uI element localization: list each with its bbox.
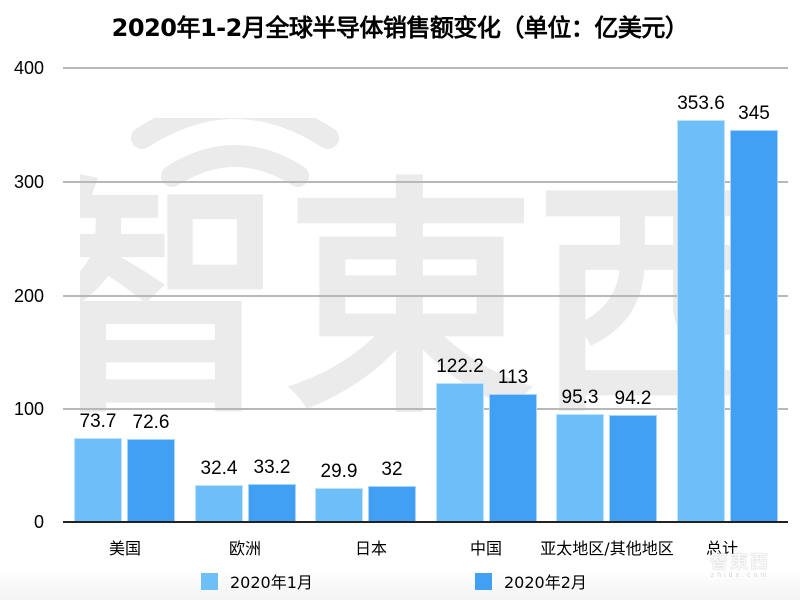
bar-value-label: 113	[497, 367, 529, 388]
y-tick-200: 200	[13, 286, 44, 306]
y-tick-100: 100	[13, 399, 44, 419]
bar-value-label: 29.9	[320, 461, 358, 482]
bar-usa-s2	[127, 439, 175, 522]
category-label-apac-other: 亚太地区/其他地区	[540, 539, 674, 558]
bar-value-label: 345	[738, 103, 770, 124]
gridline-300	[63, 181, 788, 183]
y-tick-400: 400	[13, 58, 44, 78]
category-label-japan: 日本	[354, 539, 387, 558]
category-label-total: 总计	[705, 539, 738, 558]
category-label-china: 中国	[469, 539, 502, 558]
legend-label-feb: 2020年2月	[504, 573, 587, 592]
bar-value-label: 122.2	[436, 356, 484, 377]
bar-europe-s2	[248, 484, 296, 522]
bar-china-s2	[489, 394, 537, 522]
legend-swatch-feb	[475, 572, 492, 590]
bar-value-label: 353.6	[677, 93, 725, 114]
bar-europe-s1	[195, 485, 243, 522]
bar-china-s1	[436, 383, 484, 522]
gridline-100	[63, 408, 788, 410]
bar-value-label: 95.3	[561, 387, 599, 408]
bar-total-s1	[677, 120, 725, 522]
legend-swatch-jan	[201, 572, 218, 590]
bar-total-s2	[730, 130, 778, 522]
bar-apac-other-s2	[609, 415, 657, 522]
chart-title: 2020年1-2月全球半导体销售额变化（单位：亿美元）	[111, 14, 689, 42]
watermark-small-url: zhidx.com	[710, 572, 770, 579]
category-label-europe: 欧洲	[228, 539, 261, 558]
legend-item-feb: 2020年2月	[475, 572, 587, 592]
bar-value-label: 73.7	[79, 411, 117, 432]
y-tick-0: 0	[33, 512, 44, 532]
bar-apac-other-s1	[556, 414, 604, 522]
legend-label-jan: 2020年1月	[230, 573, 313, 592]
bar-value-label: 94.2	[614, 388, 652, 409]
category-label-usa: 美国	[108, 539, 141, 558]
svg-text:智東西: 智東西	[80, 156, 740, 418]
gridline-200	[63, 295, 788, 297]
bar-usa-s1	[74, 438, 122, 522]
bar-value-label: 32	[381, 459, 403, 480]
bar-value-label: 32.4	[200, 458, 238, 479]
watermark-logo-icon: 智東西	[80, 118, 740, 418]
watermark-small: 智東西 zhidx.com	[690, 548, 790, 579]
y-tick-300: 300	[13, 172, 44, 192]
gridline-400	[63, 67, 788, 69]
watermark-small-logo: 智東西	[710, 552, 770, 572]
bar-japan-s2	[368, 486, 416, 522]
bar-value-label: 72.6	[132, 412, 170, 433]
bar-value-label: 33.2	[253, 457, 291, 478]
bar-japan-s1	[315, 488, 363, 522]
x-axis-line	[63, 521, 788, 523]
legend-item-jan: 2020年1月	[201, 572, 313, 592]
